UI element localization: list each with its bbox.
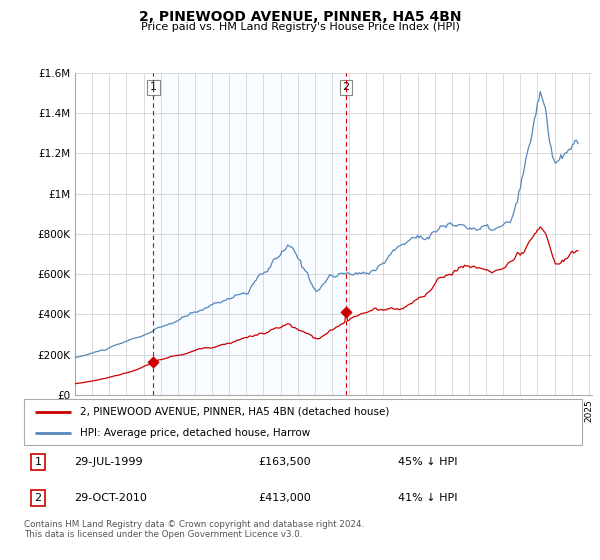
Text: 41% ↓ HPI: 41% ↓ HPI (398, 493, 457, 503)
Text: 2: 2 (34, 493, 41, 503)
Text: 1: 1 (34, 457, 41, 467)
Text: 1: 1 (150, 82, 157, 92)
Point (341, 307, 351, 316)
FancyBboxPatch shape (24, 399, 582, 445)
Text: 45% ↓ HPI: 45% ↓ HPI (398, 457, 457, 467)
Text: Price paid vs. HM Land Registry's House Price Index (HPI): Price paid vs. HM Land Registry's House … (140, 22, 460, 32)
Text: Contains HM Land Registry data © Crown copyright and database right 2024.
This d: Contains HM Land Registry data © Crown c… (24, 520, 364, 539)
Text: 2: 2 (343, 82, 350, 92)
Text: HPI: Average price, detached house, Harrow: HPI: Average price, detached house, Harr… (80, 428, 310, 438)
Text: 2, PINEWOOD AVENUE, PINNER, HA5 4BN: 2, PINEWOOD AVENUE, PINNER, HA5 4BN (139, 10, 461, 24)
Text: £163,500: £163,500 (259, 457, 311, 467)
Text: £413,000: £413,000 (259, 493, 311, 503)
Bar (154, 73, 346, 395)
Text: 29-OCT-2010: 29-OCT-2010 (74, 493, 147, 503)
Text: 29-JUL-1999: 29-JUL-1999 (74, 457, 143, 467)
Text: 2, PINEWOOD AVENUE, PINNER, HA5 4BN (detached house): 2, PINEWOOD AVENUE, PINNER, HA5 4BN (det… (80, 407, 389, 417)
Point (149, 357, 158, 366)
